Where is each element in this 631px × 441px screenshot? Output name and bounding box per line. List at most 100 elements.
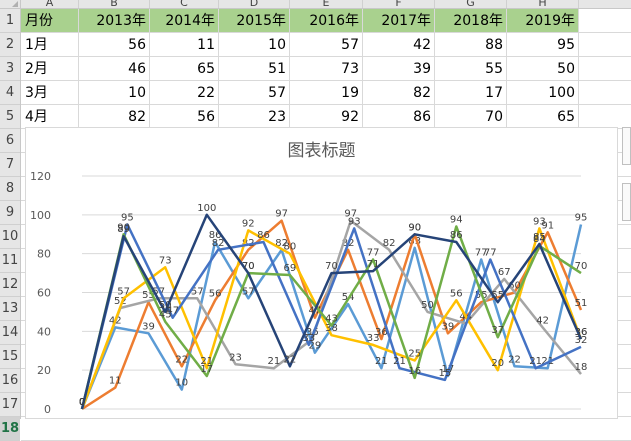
row-header-5[interactable]: 5 [0, 105, 20, 129]
select-all-corner[interactable] [0, 0, 21, 9]
data-label: 67 [498, 267, 511, 278]
side-toolbar-button[interactable] [622, 127, 631, 165]
data-label: 37 [491, 325, 504, 336]
row-header-3[interactable]: 3 [0, 57, 20, 81]
table-cell[interactable]: 39 [413, 61, 431, 77]
table-cell[interactable]: 70 [485, 109, 503, 125]
data-label: 45 [159, 310, 172, 321]
header-cell[interactable]: 2015年 [236, 13, 286, 29]
data-label: 36 [575, 327, 588, 338]
table-cell[interactable]: 19 [341, 85, 359, 101]
row-header-7[interactable]: 7 [0, 153, 20, 177]
column-header-e[interactable]: E [290, 0, 363, 8]
series-line-3[interactable] [80, 219, 582, 410]
table-cell[interactable]: 2月 [25, 61, 48, 77]
column-header-c[interactable]: C [150, 0, 219, 8]
row-header-18[interactable]: 18 [0, 417, 20, 441]
column-header-g[interactable]: G [435, 0, 507, 8]
data-label: 92 [242, 218, 255, 229]
chart-title[interactable]: 图表标题 [287, 141, 356, 161]
header-cell[interactable]: 2014年 [165, 13, 215, 29]
table-cell[interactable]: 73 [341, 61, 359, 77]
table-cell[interactable]: 92 [341, 109, 359, 125]
row-header-16[interactable]: 16 [0, 369, 20, 393]
table-cell[interactable]: 1月 [25, 37, 48, 53]
row-header-17[interactable]: 17 [0, 393, 20, 417]
row-header-9[interactable]: 9 [0, 201, 20, 225]
data-label: 95 [121, 213, 134, 224]
row-header-12[interactable]: 12 [0, 273, 20, 297]
row-header-15[interactable]: 15 [0, 345, 20, 369]
table-cell[interactable]: 56 [197, 109, 215, 125]
table-cell[interactable]: 95 [557, 37, 575, 53]
side-toolbar-button[interactable] [622, 183, 631, 221]
row-header-13[interactable]: 13 [0, 297, 20, 321]
row-header-8[interactable]: 8 [0, 177, 20, 201]
table-cell[interactable]: 22 [197, 85, 215, 101]
table-cell[interactable]: 65 [197, 61, 215, 77]
data-label: 21 [375, 356, 388, 367]
column-header-a[interactable]: A [21, 0, 79, 8]
table-cell[interactable]: 51 [268, 61, 286, 77]
line-chart[interactable]: 图表标题 0 20 40 60 80 100 120 0 42 39 10 86 57 82 29 54 21 8… [25, 127, 618, 419]
data-label: 0 [79, 397, 85, 408]
y-tick-label: 20 [37, 364, 51, 377]
row-header-1[interactable]: 1 [0, 9, 20, 33]
table-cell[interactable]: 82 [413, 85, 431, 101]
data-label: 33 [367, 333, 380, 344]
data-label: 69 [284, 263, 297, 274]
series-line-6[interactable] [80, 225, 582, 410]
table-cell[interactable]: 11 [197, 37, 215, 53]
column-header-f[interactable]: F [363, 0, 435, 8]
header-cell[interactable]: 月份 [25, 13, 53, 29]
data-label: 86 [209, 230, 222, 241]
table-cell[interactable]: 65 [557, 109, 575, 125]
table-cell[interactable]: 55 [485, 61, 503, 77]
row-header-11[interactable]: 11 [0, 249, 20, 273]
table-cell[interactable]: 82 [128, 109, 146, 125]
series-line-4[interactable] [80, 227, 583, 410]
data-label: 77 [367, 248, 380, 259]
table-cell[interactable]: 57 [341, 37, 359, 53]
chart-plot-svg: 0204060801001200423910865782295421831777… [30, 170, 588, 416]
series-line-1[interactable] [80, 224, 583, 410]
row-header-10[interactable]: 10 [0, 225, 20, 249]
data-label: 77 [475, 248, 488, 259]
table-cell[interactable]: 100 [548, 85, 575, 101]
table-cell[interactable]: 4月 [25, 109, 48, 125]
table-cell[interactable]: 86 [413, 109, 431, 125]
data-label: 22 [175, 354, 188, 365]
data-label: 73 [159, 255, 172, 266]
data-label: 50 [159, 300, 172, 311]
data-label: 42 [536, 315, 549, 326]
series-line-7[interactable] [80, 213, 583, 410]
series-line-5[interactable] [80, 223, 582, 410]
table-cell[interactable]: 57 [268, 85, 286, 101]
table-cell[interactable]: 3月 [25, 85, 48, 101]
column-header-b[interactable]: B [79, 0, 150, 8]
table-cell[interactable]: 17 [485, 85, 503, 101]
header-cell[interactable]: 2019年 [525, 13, 575, 29]
column-header-h[interactable]: H [507, 0, 579, 8]
row-header-4[interactable]: 4 [0, 81, 20, 105]
header-cell[interactable]: 2013年 [96, 13, 146, 29]
column-header-d[interactable]: D [219, 0, 290, 8]
table-cell[interactable]: 46 [128, 61, 146, 77]
data-label: 90 [117, 222, 130, 233]
table-cell[interactable]: 50 [557, 61, 575, 77]
table-cell[interactable]: 88 [485, 37, 503, 53]
table-cell[interactable]: 42 [413, 37, 431, 53]
data-label: 60 [508, 281, 521, 292]
data-label: 52 [114, 296, 127, 307]
row-header-2[interactable]: 2 [0, 33, 20, 57]
table-cell[interactable]: 23 [268, 109, 286, 125]
table-cell[interactable]: 10 [128, 85, 146, 101]
row-header-6[interactable]: 6 [0, 129, 20, 153]
table-cell[interactable]: 56 [128, 37, 146, 53]
row-header-14[interactable]: 14 [0, 321, 20, 345]
table-cell[interactable]: 10 [268, 37, 286, 53]
data-label: 21 [393, 356, 406, 367]
header-cell[interactable]: 2017年 [381, 13, 431, 29]
header-cell[interactable]: 2018年 [453, 13, 503, 29]
header-cell[interactable]: 2016年 [309, 13, 359, 29]
